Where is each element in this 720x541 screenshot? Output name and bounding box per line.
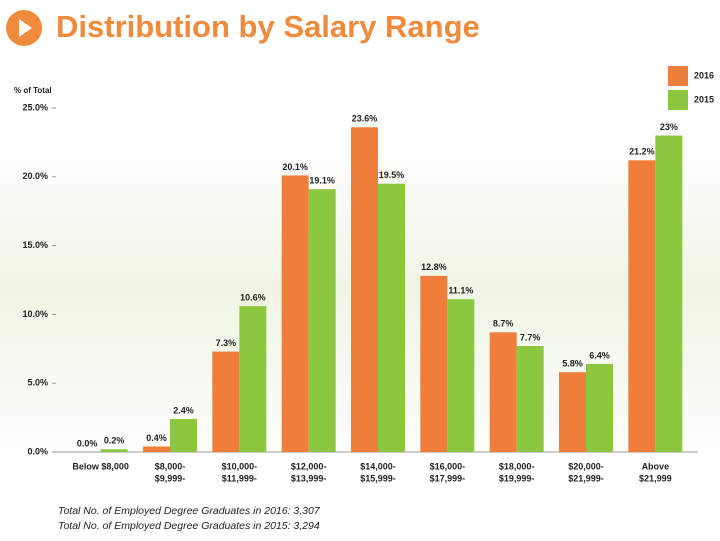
data-label: 5.8% xyxy=(562,359,583,369)
bar xyxy=(586,363,613,452)
x-tick-label: $17,999- xyxy=(430,473,466,483)
chart-title: Distribution by Salary Range xyxy=(56,9,480,44)
bar xyxy=(212,351,240,452)
x-tick-label: $16,000- xyxy=(430,461,466,471)
x-tick-label: Below $8,000 xyxy=(72,461,129,471)
data-label: 0.0% xyxy=(77,438,98,448)
y-tick-label: 5.0% xyxy=(27,378,48,388)
bar xyxy=(170,418,197,452)
bar xyxy=(378,183,405,452)
title-icon-arrow xyxy=(19,19,32,37)
data-label: 7.3% xyxy=(216,338,237,348)
y-tick-label: 25.0% xyxy=(22,102,48,112)
bar xyxy=(239,306,267,452)
x-tick-label: $10,000- xyxy=(222,461,258,471)
x-tick-label: $18,000- xyxy=(499,461,535,471)
bar xyxy=(100,449,128,452)
x-tick-label: $15,999- xyxy=(360,473,396,483)
bar xyxy=(516,346,544,452)
bar xyxy=(351,127,378,452)
data-label: 20.1% xyxy=(282,162,308,172)
data-label: 23.6% xyxy=(352,114,378,124)
data-label: 11.1% xyxy=(448,286,473,296)
x-tick-label: $21,999- xyxy=(568,473,604,483)
footnote: Total No. of Employed Degree Graduates i… xyxy=(58,520,320,532)
bar xyxy=(628,160,656,452)
data-label: 21.2% xyxy=(629,147,655,157)
data-label: 0.2% xyxy=(104,436,125,446)
x-tick-label: $14,000- xyxy=(360,461,396,471)
data-label: 2.4% xyxy=(173,405,194,415)
data-label: 0.4% xyxy=(146,433,167,443)
data-label: 12.8% xyxy=(421,262,447,272)
footnote: Total No. of Employed Degree Graduates i… xyxy=(58,505,321,517)
bar xyxy=(447,299,475,452)
bar xyxy=(655,135,683,452)
data-label: 8.7% xyxy=(493,319,514,329)
data-label: 6.4% xyxy=(589,350,610,360)
bar xyxy=(489,332,517,452)
x-tick-label: $11,999- xyxy=(222,473,257,483)
data-label: 19.5% xyxy=(379,170,405,180)
data-label: 7.7% xyxy=(520,332,541,342)
bar xyxy=(420,275,448,452)
x-tick-label: $19,999- xyxy=(499,473,535,483)
x-tick-label: $8,000- xyxy=(155,461,186,471)
bar xyxy=(308,189,336,452)
legend-swatch xyxy=(668,90,688,110)
legend-label: 2016 xyxy=(694,70,714,80)
data-label: 10.6% xyxy=(240,293,266,303)
y-axis-label: % of Total xyxy=(14,86,52,95)
data-label: 19.1% xyxy=(309,176,335,186)
x-tick-label: $20,000- xyxy=(568,461,604,471)
y-tick-label: 20.0% xyxy=(22,171,48,181)
y-tick-label: 0.0% xyxy=(27,446,48,456)
x-tick-label: $9,999- xyxy=(155,473,186,483)
bar xyxy=(143,446,170,452)
y-tick-label: 10.0% xyxy=(22,309,48,319)
x-tick-label: $13,999- xyxy=(291,473,327,483)
bar xyxy=(281,175,309,452)
data-label: 23% xyxy=(660,122,678,132)
legend-swatch xyxy=(668,66,688,86)
x-tick-label: Above xyxy=(642,461,670,471)
bar xyxy=(559,372,586,452)
legend-label: 2015 xyxy=(694,94,714,104)
y-tick-label: 15.0% xyxy=(22,240,48,250)
x-tick-label: $12,000- xyxy=(291,461,327,471)
x-tick-label: $21,999 xyxy=(639,473,672,483)
